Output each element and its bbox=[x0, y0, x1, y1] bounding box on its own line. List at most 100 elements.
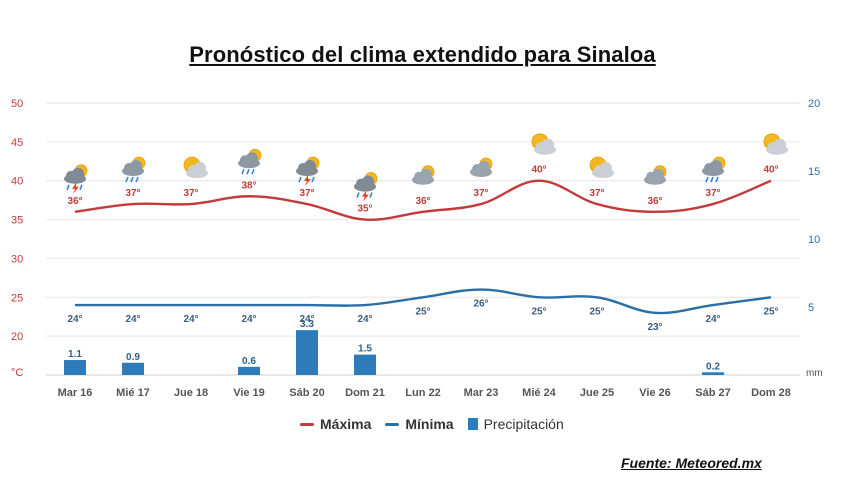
x-tick-label: Sáb 20 bbox=[289, 387, 324, 399]
y-right-tick-label: 15 bbox=[808, 166, 820, 178]
cloud-shape bbox=[246, 152, 258, 165]
rain-drop bbox=[356, 192, 360, 198]
min-temp-label: 24° bbox=[705, 314, 720, 325]
cloud-shape bbox=[652, 168, 664, 181]
legend-label: Máxima bbox=[320, 416, 372, 432]
cloud-shape bbox=[710, 160, 722, 173]
max-temp-label: 37° bbox=[705, 188, 720, 199]
y-right-tick-label: 10 bbox=[808, 234, 820, 246]
partly-sunny-icon bbox=[531, 133, 556, 155]
precip-label: 3.3 bbox=[300, 319, 314, 330]
min-temp-label: 24° bbox=[357, 314, 372, 325]
cloud-shape bbox=[362, 175, 374, 188]
source-note: Fuente: Meteored.mx bbox=[621, 455, 762, 471]
storm-icon bbox=[296, 156, 320, 187]
cloud-shape bbox=[542, 138, 554, 151]
rain-drop bbox=[715, 176, 719, 183]
partly-sunny-icon bbox=[183, 156, 208, 179]
rain-drop bbox=[79, 184, 83, 191]
legend-label: Mínima bbox=[405, 416, 454, 432]
max-temp-line bbox=[74, 179, 772, 221]
precip-bar bbox=[122, 362, 144, 375]
precip-bar bbox=[296, 330, 318, 375]
x-tick-label: Mar 23 bbox=[464, 387, 499, 399]
precipitation-bars: 1.1 0.9 0.6 3.3 1.5 0.2 bbox=[64, 319, 724, 375]
legend-label: Precipitación bbox=[483, 416, 564, 432]
legend-swatch bbox=[467, 418, 478, 430]
rain-drop bbox=[135, 176, 139, 183]
chart-legend: Máxima Mínima Precipitación bbox=[300, 416, 564, 432]
min-temp-label: 24° bbox=[183, 314, 198, 325]
max-temp-label: 36° bbox=[415, 196, 430, 207]
series-lines bbox=[74, 179, 772, 315]
max-temp-label: 40° bbox=[763, 165, 778, 176]
rain-drop bbox=[311, 176, 315, 183]
min-temp-label: 24° bbox=[67, 314, 82, 325]
cloud-shape bbox=[420, 168, 432, 181]
grid-layer bbox=[46, 102, 800, 376]
cloud-shape bbox=[600, 162, 612, 175]
rain-drop bbox=[710, 176, 714, 183]
legend-item: Mínima bbox=[385, 416, 454, 432]
legend-swatch bbox=[300, 422, 314, 426]
precip-label: 1.5 bbox=[358, 344, 372, 355]
precip-bar bbox=[702, 372, 724, 375]
x-tick-label: Mié 24 bbox=[522, 387, 557, 399]
max-temp-label: 36° bbox=[647, 196, 662, 207]
rain-icon bbox=[702, 156, 726, 183]
max-temp-label: 37° bbox=[473, 188, 488, 199]
storm-icon bbox=[354, 172, 378, 202]
x-tick-label: Mar 16 bbox=[58, 387, 93, 399]
x-tick-label: Dom 21 bbox=[345, 387, 385, 399]
max-temp-label: 37° bbox=[125, 188, 140, 199]
rain-drop bbox=[369, 192, 373, 198]
axes: 50 45 40 35 30 25 20 °C 20 15 10 5 mm Mar 16 Mié 17 Jue… bbox=[11, 98, 823, 399]
min-temp-label: 23° bbox=[647, 322, 662, 333]
x-tick-label: Jue 18 bbox=[174, 387, 208, 399]
max-temp-label: 37° bbox=[589, 188, 604, 199]
max-temp-label: 36° bbox=[67, 196, 82, 207]
precip-bar bbox=[354, 354, 376, 375]
x-tick-label: Mié 17 bbox=[116, 387, 150, 399]
x-tick-label: Sáb 27 bbox=[695, 387, 730, 399]
cloudy-icon bbox=[470, 157, 493, 178]
rain-drop bbox=[125, 176, 129, 183]
rain-drop bbox=[251, 168, 255, 175]
rain-drop bbox=[246, 168, 250, 175]
precip-bar bbox=[238, 366, 260, 375]
max-temp-label: 37° bbox=[299, 188, 314, 199]
x-tick-label: Vie 19 bbox=[233, 387, 265, 399]
rain-drop bbox=[66, 184, 70, 191]
min-temp-label: 25° bbox=[763, 306, 778, 317]
lightning-bolt bbox=[304, 175, 311, 187]
rain-icon bbox=[238, 148, 262, 175]
x-tick-label: Jue 25 bbox=[580, 387, 614, 399]
min-temp-label: 25° bbox=[531, 306, 546, 317]
cloudy-icon bbox=[412, 165, 435, 185]
min-temp-label: 25° bbox=[415, 306, 430, 317]
y-left-tick-label: 45 bbox=[11, 137, 23, 149]
rain-drop bbox=[130, 176, 134, 183]
cloud-shape bbox=[774, 138, 786, 151]
y-left-tick-label: 35 bbox=[11, 215, 23, 227]
y-left-tick-label: 30 bbox=[11, 253, 23, 265]
rain-drop bbox=[705, 176, 709, 183]
rain-icon bbox=[122, 156, 146, 183]
precip-label: 0.2 bbox=[706, 361, 720, 372]
weather-icons bbox=[64, 133, 788, 202]
min-temp-label: 24° bbox=[299, 314, 314, 325]
y-left-tick-label: 25 bbox=[11, 292, 23, 304]
lightning-bolt bbox=[72, 182, 79, 194]
max-temp-label: 38° bbox=[241, 180, 256, 191]
min-temp-label: 24° bbox=[241, 314, 256, 325]
cloud-shape bbox=[304, 160, 316, 173]
cloud-shape bbox=[194, 162, 206, 175]
lightning-bolt bbox=[362, 190, 369, 202]
max-temp-label: 37° bbox=[183, 188, 198, 199]
min-temp-label: 24° bbox=[125, 314, 140, 325]
precip-bar bbox=[64, 360, 86, 375]
x-tick-label: Dom 28 bbox=[751, 387, 791, 399]
cloud-shape bbox=[130, 160, 142, 173]
legend-item: Precipitación bbox=[467, 416, 564, 432]
